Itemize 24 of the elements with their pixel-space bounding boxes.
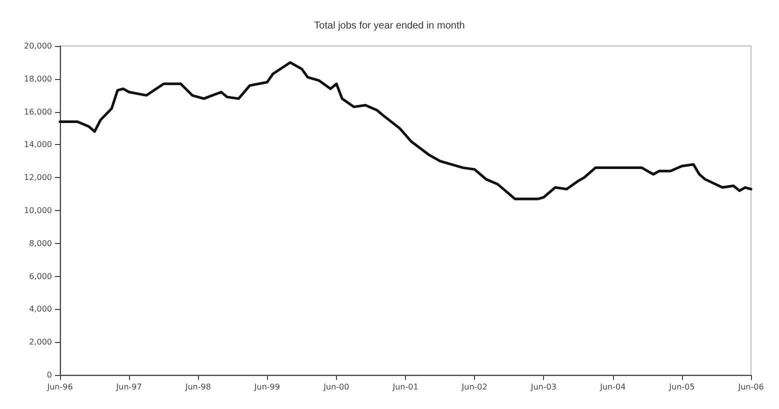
line-series (58, 61, 752, 200)
y-tick-label: 10,000 (24, 206, 52, 215)
x-tick-label: Jun-01 (392, 382, 418, 392)
x-tick-label: Jun-04 (599, 382, 626, 392)
x-tick-label: Jun-97 (115, 382, 142, 392)
y-tick-label: 14,000 (24, 140, 52, 150)
y-tick-label: 20,000 (24, 42, 52, 50)
y-tick-label: 2,000 (29, 338, 52, 347)
y-tick-label: 0 (46, 370, 52, 380)
x-tick-label: Jun-05 (668, 382, 695, 392)
y-tick-label: 8,000 (29, 238, 52, 248)
x-tick-label: Jun-03 (530, 382, 556, 392)
x-tick-label: Jun-99 (253, 382, 280, 392)
x-tick-label: Jun-06 (737, 382, 764, 392)
y-tick-label: 12,000 (24, 173, 52, 182)
y-tick-label: 16,000 (24, 107, 52, 116)
chart-title: Total jobs for year ended in month (314, 20, 465, 32)
y-tick-label: 6,000 (29, 272, 52, 281)
y-tick-label: 18,000 (24, 74, 52, 84)
x-tick-label: Jun-00 (322, 382, 350, 392)
x-tick-label: Jun-96 (46, 382, 73, 392)
y-tick-label: 4,000 (29, 304, 52, 314)
x-tick-label: Jun-02 (460, 382, 488, 392)
x-tick-label: Jun-98 (184, 382, 211, 392)
